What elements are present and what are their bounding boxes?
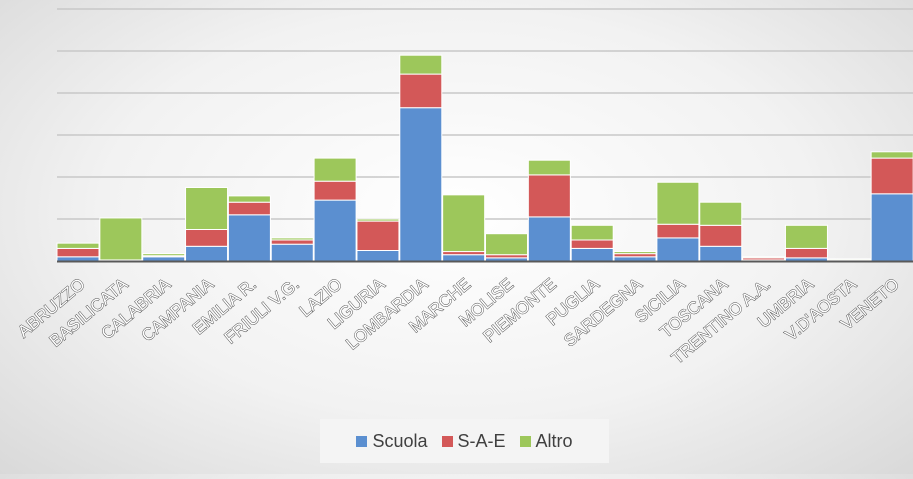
bar-scuola-11 xyxy=(527,216,571,262)
bar-scuola-15 xyxy=(699,245,743,262)
bar-altro-10 xyxy=(485,233,528,256)
bar-altro-3 xyxy=(185,187,229,230)
legend-item-scuola: Scuola xyxy=(356,430,428,452)
bar-altro-9 xyxy=(442,194,486,253)
bar-sae-12 xyxy=(570,239,614,249)
bar-altro-6 xyxy=(313,157,357,182)
legend-label-sae: S-A-E xyxy=(457,430,506,451)
bar-sae-5 xyxy=(270,239,314,245)
bar-altro-19 xyxy=(870,151,913,159)
bar-altro-16 xyxy=(742,256,786,259)
bar-sae-15 xyxy=(699,224,743,247)
bar-scuola-14 xyxy=(656,237,700,262)
bar-altro-17 xyxy=(784,224,828,249)
bar-sae-0 xyxy=(56,247,100,258)
bar-altro-18 xyxy=(827,258,871,261)
bar-scuola-9 xyxy=(442,254,486,262)
bar-sae-8 xyxy=(399,73,443,109)
bar-altro-12 xyxy=(570,224,614,241)
legend-label-scuola: Scuola xyxy=(372,430,428,451)
bar-scuola-6 xyxy=(313,199,357,262)
bar-altro-2 xyxy=(142,253,186,257)
bar-altro-1 xyxy=(99,217,143,261)
bar-scuola-4 xyxy=(227,214,271,262)
bar-altro-7 xyxy=(356,218,400,222)
bar-scuola-3 xyxy=(185,245,229,262)
bar-sae-6 xyxy=(313,180,357,201)
bar-altro-14 xyxy=(656,181,700,225)
bar-altro-15 xyxy=(699,201,743,226)
bar-altro-11 xyxy=(527,159,571,176)
chart-legend: Scuola S-A-E Altro xyxy=(320,419,609,463)
bar-sae-17 xyxy=(784,247,828,259)
bar-scuola-13 xyxy=(613,256,657,262)
legend-swatch-altro xyxy=(519,435,531,447)
bar-sae-14 xyxy=(656,223,700,239)
legend-item-sae: S-A-E xyxy=(441,430,506,452)
bar-altro-13 xyxy=(613,251,657,255)
bar-sae-3 xyxy=(185,229,229,247)
bar-scuola-12 xyxy=(570,247,614,262)
bar-scuola-8 xyxy=(399,107,443,262)
bar-altro-5 xyxy=(270,237,314,241)
legend-swatch-scuola xyxy=(356,435,368,447)
bar-scuola-0 xyxy=(56,256,100,262)
bar-altro-8 xyxy=(399,54,443,75)
bar-altro-4 xyxy=(227,195,271,203)
bar-sae-19 xyxy=(870,157,913,195)
legend-item-altro: Altro xyxy=(519,430,573,452)
bar-scuola-19 xyxy=(870,193,913,262)
bar-sae-4 xyxy=(227,201,271,216)
legend-swatch-sae xyxy=(441,435,453,447)
legend-label-altro: Altro xyxy=(535,430,573,451)
bar-sae-11 xyxy=(527,174,571,218)
bar-scuola-5 xyxy=(270,243,314,262)
bar-scuola-7 xyxy=(356,250,400,262)
bar-sae-7 xyxy=(356,220,400,252)
bar-altro-0 xyxy=(56,242,100,249)
bar-scuola-2 xyxy=(142,256,186,262)
